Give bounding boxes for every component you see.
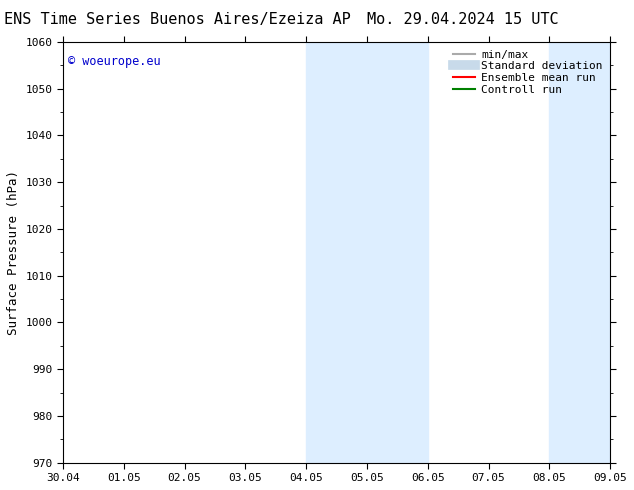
Text: © woeurope.eu: © woeurope.eu [68, 54, 161, 68]
Legend: min/max, Standard deviation, Ensemble mean run, Controll run: min/max, Standard deviation, Ensemble me… [451, 48, 605, 97]
Text: ENS Time Series Buenos Aires/Ezeiza AP: ENS Time Series Buenos Aires/Ezeiza AP [4, 12, 351, 27]
Text: Mo. 29.04.2024 15 UTC: Mo. 29.04.2024 15 UTC [367, 12, 559, 27]
Bar [306, 42, 428, 463]
Y-axis label: Surface Pressure (hPa): Surface Pressure (hPa) [7, 170, 20, 335]
Bar [550, 42, 610, 463]
